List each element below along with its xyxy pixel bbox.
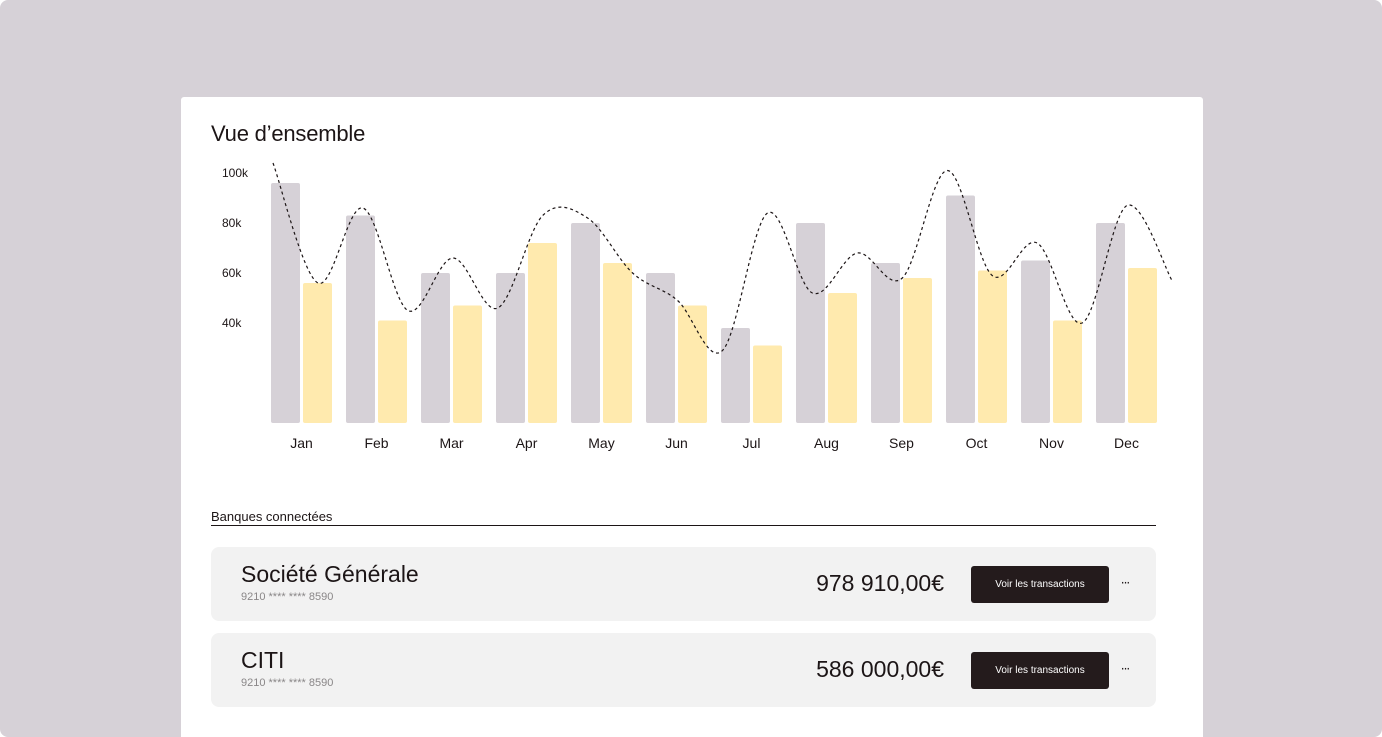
- bar: [528, 243, 557, 423]
- bar: [496, 273, 525, 423]
- bar: [571, 223, 600, 423]
- bank-row-citi: CITI 9210 **** **** 8590 586 000,00€ Voi…: [211, 633, 1156, 707]
- y-tick-label: 40k: [222, 316, 242, 330]
- more-options-icon[interactable]: ···: [1114, 655, 1136, 683]
- x-tick-label: Sep: [889, 435, 914, 451]
- bar: [1128, 268, 1157, 423]
- bar: [828, 293, 857, 423]
- y-tick-label: 80k: [222, 216, 242, 230]
- y-tick-label: 100k: [222, 166, 249, 180]
- bank-name: Société Générale: [241, 561, 419, 587]
- bank-balance: 586 000,00€: [816, 656, 944, 682]
- bar: [1021, 260, 1050, 423]
- bar: [453, 305, 482, 423]
- view-transactions-button[interactable]: Voir les transactions: [971, 652, 1109, 689]
- more-options-icon[interactable]: ···: [1114, 569, 1136, 597]
- bar: [421, 273, 450, 423]
- connected-banks-heading: Banques connectées: [211, 509, 1156, 526]
- x-tick-label: May: [588, 435, 614, 451]
- bar: [1096, 223, 1125, 423]
- x-tick-label: Nov: [1039, 435, 1064, 451]
- bank-balance: 978 910,00€: [816, 570, 944, 596]
- bar: [871, 263, 900, 423]
- x-axis-ticks: Jan Feb Mar Apr May Jun Jul Aug Sep Oct Nov Dec: [290, 435, 1139, 451]
- overview-chart: 100k 80k 60k 40k Jan Feb Mar Apr May Jun Jul Aug Se…: [222, 162, 1173, 451]
- overview-card: Vue d’ensemble 100k 80k 60k 40k Jan Feb Mar Ap…: [181, 97, 1203, 737]
- bar-series: [271, 183, 1157, 423]
- bar: [378, 320, 407, 423]
- bar: [753, 345, 782, 423]
- bank-account-number: 9210 **** **** 8590: [241, 677, 334, 689]
- x-tick-label: Mar: [439, 435, 463, 451]
- x-tick-label: Aug: [814, 435, 839, 451]
- x-tick-label: Jan: [290, 435, 313, 451]
- bar: [646, 273, 675, 423]
- bar: [346, 215, 375, 423]
- bank-name: CITI: [241, 647, 285, 673]
- x-tick-label: Feb: [364, 435, 388, 451]
- bank-row-societe-generale: Société Générale 9210 **** **** 8590 978…: [211, 547, 1156, 621]
- page-title: Vue d’ensemble: [211, 121, 366, 146]
- bar: [603, 263, 632, 423]
- bar: [903, 278, 932, 423]
- view-transactions-button[interactable]: Voir les transactions: [971, 566, 1109, 603]
- bar: [1053, 320, 1082, 423]
- bar: [303, 283, 332, 423]
- bar: [271, 183, 300, 423]
- x-tick-label: Oct: [966, 435, 988, 451]
- y-axis-ticks: 100k 80k 60k 40k: [222, 166, 249, 330]
- bar: [678, 305, 707, 423]
- x-tick-label: Jun: [665, 435, 688, 451]
- bank-account-number: 9210 **** **** 8590: [241, 591, 334, 603]
- bar: [978, 270, 1007, 423]
- y-tick-label: 60k: [222, 266, 242, 280]
- bar: [796, 223, 825, 423]
- x-tick-label: Dec: [1114, 435, 1139, 451]
- bar: [946, 195, 975, 423]
- x-tick-label: Apr: [516, 435, 538, 451]
- x-tick-label: Jul: [743, 435, 761, 451]
- bar: [721, 328, 750, 423]
